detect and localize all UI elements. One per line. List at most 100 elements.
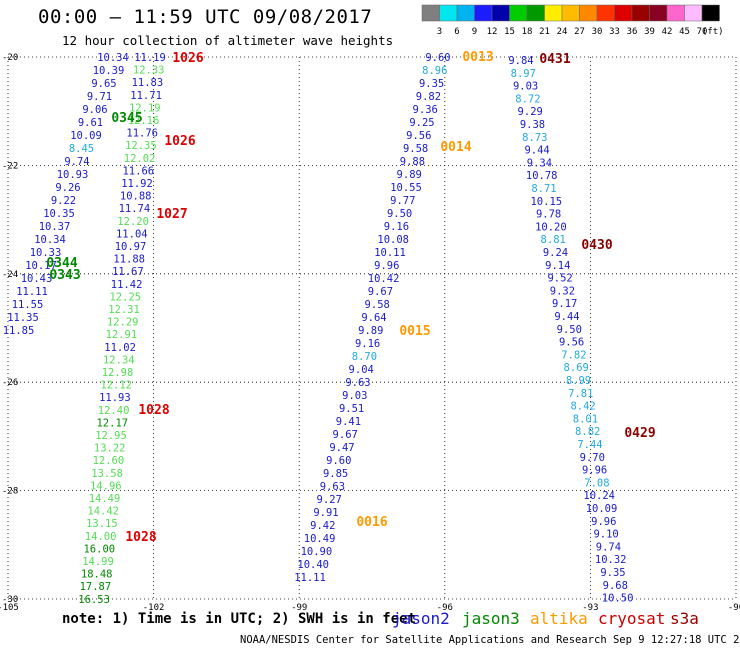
swh-value-label: 12.12 <box>100 380 132 392</box>
x-tick-label: -93 <box>582 603 598 613</box>
pass-time-label: 1026 <box>172 51 203 66</box>
pass-time-label: 0429 <box>624 426 655 441</box>
swh-value-label: 10.93 <box>57 169 89 181</box>
swh-value-label: 9.50 <box>387 208 412 220</box>
legend-s3a: s3a <box>670 609 699 628</box>
swh-value-label: 11.71 <box>130 90 162 102</box>
swh-value-label: 10.17 <box>25 260 57 272</box>
swh-value-label: 11.92 <box>121 178 153 190</box>
swh-value-label: 9.22 <box>51 195 76 207</box>
swh-value-label: 8.69 <box>564 362 589 374</box>
swh-value-label: 9.60 <box>425 52 450 64</box>
footer-note: note: 1) Time is in UTC; 2) SWH is in fe… <box>62 611 417 627</box>
swh-value-label: 8.72 <box>515 93 540 105</box>
page-title: 00:00 – 11:59 UTC 09/08/2017 <box>38 6 373 28</box>
swh-value-label: 16.53 <box>78 594 110 606</box>
swh-value-label: 11.11 <box>16 286 48 298</box>
pass-time-label: 0431 <box>539 52 570 67</box>
footer-credit: NOAA/NESDIS Center for Satellite Applica… <box>240 634 740 646</box>
colorbar-label: 36 <box>627 27 638 37</box>
y-tick-label: -20 <box>2 53 18 63</box>
swh-value-label: 10.90 <box>301 546 333 558</box>
legend-altika: altika <box>530 609 588 628</box>
swh-value-label: 9.14 <box>545 260 570 272</box>
swh-value-label: 11.88 <box>113 254 145 266</box>
colorbar-label: 27 <box>574 27 585 37</box>
swh-value-label: 10.88 <box>120 191 152 203</box>
swh-value-label: 9.35 <box>419 78 444 90</box>
swh-value-label: 14.99 <box>82 556 114 568</box>
swh-value-label: 10.55 <box>390 182 422 194</box>
swh-value-label: 12.16 <box>128 115 160 127</box>
swh-value-label: 11.04 <box>116 228 148 240</box>
swh-value-label: 11.93 <box>99 392 131 404</box>
pass-time-label: 0016 <box>356 515 387 530</box>
swh-value-label: 10.39 <box>93 65 125 77</box>
swh-value-label: 12.95 <box>95 430 127 442</box>
swh-value-label: 9.26 <box>55 182 80 194</box>
colorbar-label: 39 <box>644 27 655 37</box>
pass-time-label: 1026 <box>164 134 195 149</box>
swh-value-label: 9.41 <box>336 416 361 428</box>
swh-value-label: 12.98 <box>102 367 134 379</box>
swh-value-label: 12.35 <box>125 140 157 152</box>
swh-value-label: 13.22 <box>94 443 126 455</box>
swh-value-label: 11.42 <box>111 279 143 291</box>
swh-value-label: 14.42 <box>87 506 119 518</box>
swh-value-label: 12.91 <box>106 329 138 341</box>
swh-value-label: 9.03 <box>342 390 367 402</box>
swh-value-label: 10.09 <box>586 503 618 515</box>
legend-cryosat: cryosat <box>598 609 666 628</box>
swh-value-label: 10.20 <box>535 221 567 233</box>
swh-value-label: 9.16 <box>355 338 380 350</box>
swh-value-label: 10.35 <box>43 208 75 220</box>
swh-value-label: 11.74 <box>119 203 151 215</box>
colorbar-label: 18 <box>522 27 533 37</box>
colorbar-label: 12 <box>487 27 498 37</box>
swh-value-label: 9.96 <box>591 516 616 528</box>
swh-value-label: 10.43 <box>21 273 53 285</box>
swh-value-label: 9.25 <box>409 117 434 129</box>
swh-value-label: 9.56 <box>406 130 431 142</box>
swh-value-label: 14.49 <box>89 493 121 505</box>
swh-value-label: 10.15 <box>530 196 562 208</box>
y-tick-label: -22 <box>2 161 18 171</box>
swh-value-label: 9.71 <box>87 91 112 103</box>
swh-value-label: 8.42 <box>570 401 595 413</box>
x-tick-label: -90 <box>728 603 740 613</box>
swh-value-label: 9.74 <box>596 541 621 553</box>
swh-value-label: 14.00 <box>85 531 117 543</box>
swh-value-label: 9.47 <box>329 442 354 454</box>
swh-value-label: 12.25 <box>109 291 141 303</box>
swh-value-label: 9.36 <box>413 104 438 116</box>
colorbar-label: (ft) <box>702 27 724 37</box>
colorbar-swatch <box>701 4 720 22</box>
swh-value-label: 8.73 <box>522 132 547 144</box>
swh-value-label: 8.82 <box>575 426 600 438</box>
colorbar-label: 9 <box>472 27 477 37</box>
swh-value-label: 9.34 <box>527 157 552 169</box>
colorbar-label: 30 <box>592 27 603 37</box>
swh-value-label: 9.89 <box>358 325 383 337</box>
swh-value-label: 9.56 <box>559 337 584 349</box>
colorbar-label: 24 <box>557 27 568 37</box>
swh-value-label: 8.71 <box>531 183 556 195</box>
y-tick-label: -26 <box>2 378 18 388</box>
swh-value-label: 11.35 <box>7 312 39 324</box>
swh-value-label: 9.17 <box>552 298 577 310</box>
colorbar: 3 6 9 12 15 18 21 24 27 30 33 36 39 42 45 70(ft) <box>421 4 724 37</box>
swh-value-label: 10.24 <box>583 490 615 502</box>
swh-value-label: 9.63 <box>345 377 370 389</box>
swh-value-label: 9.27 <box>317 494 342 506</box>
page-subtitle: 12 hour collection of altimeter wave hei… <box>62 33 394 48</box>
swh-value-label: 9.88 <box>400 156 425 168</box>
swh-value-label: 13.58 <box>91 468 123 480</box>
pass-time-label: 1028 <box>138 403 169 418</box>
swh-value-label: 10.78 <box>526 170 558 182</box>
swh-value-label: 7.44 <box>577 439 602 451</box>
swh-value-label: 8.01 <box>573 413 598 425</box>
swh-value-label: 11.67 <box>112 266 144 278</box>
swh-value-label: 9.65 <box>91 78 116 90</box>
swh-value-label: 12.31 <box>108 304 140 316</box>
